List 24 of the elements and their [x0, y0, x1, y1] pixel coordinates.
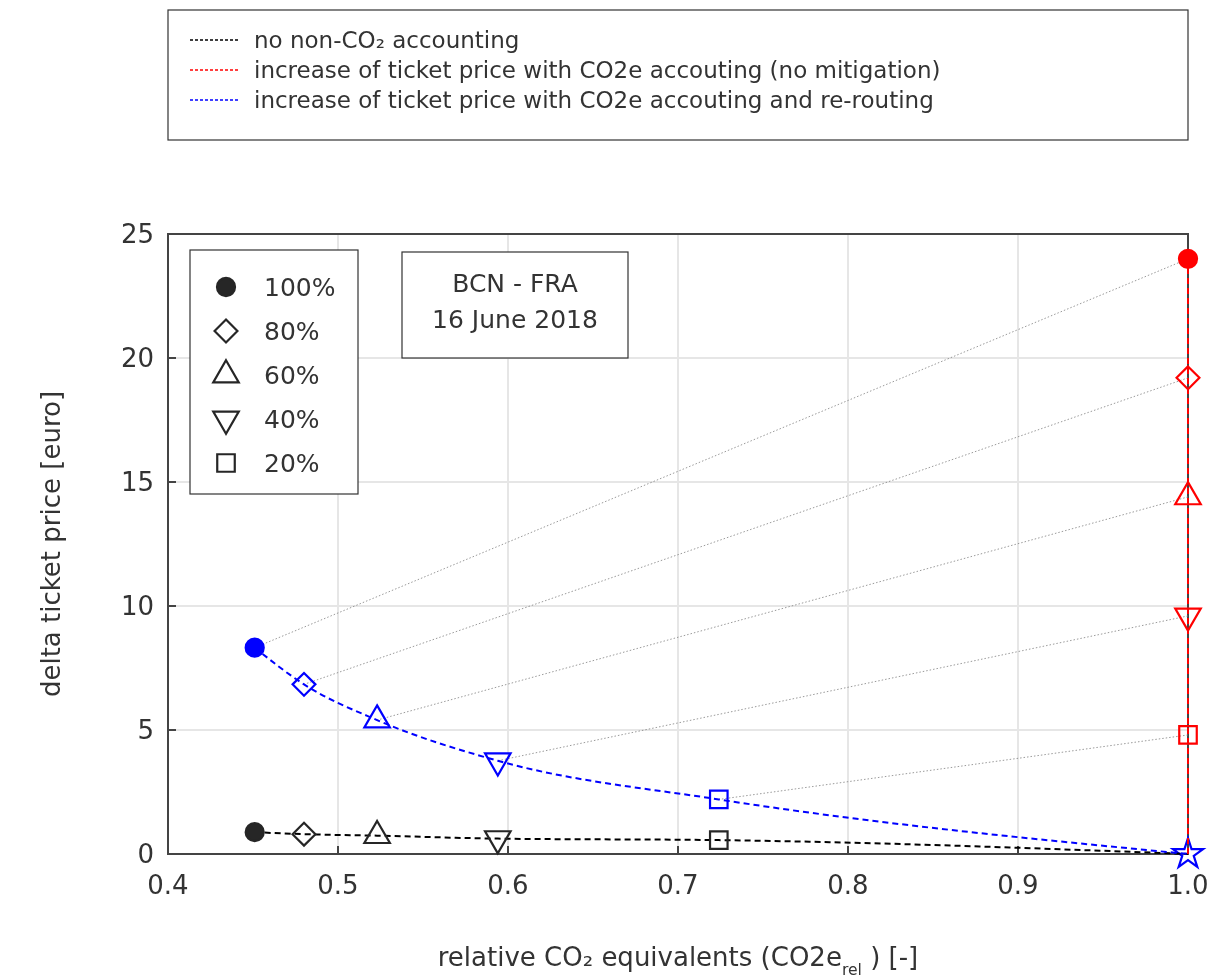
y-tick-label: 15 [120, 467, 154, 497]
legend-label: 20% [264, 449, 320, 478]
y-tick-label: 5 [137, 715, 154, 745]
x-tick-label: 0.4 [147, 870, 189, 900]
x-tick-label: 0.9 [997, 870, 1039, 900]
annotation: BCN - FRA 16 June 2018 [432, 269, 598, 334]
legend-label: 100% [264, 273, 336, 302]
legend-label: 80% [264, 317, 320, 346]
x-tick-label: 1.0 [1167, 870, 1209, 900]
y-axis-title: delta ticket price [euro] [36, 390, 66, 698]
x-tick-label: 0.5 [317, 870, 359, 900]
legend-label: 60% [264, 361, 320, 390]
x-tick-label: 0.6 [487, 870, 529, 900]
y-tick-label: 0 [137, 839, 154, 869]
legend-label: increase of ticket price with CO2e accouting and re-routing [254, 87, 934, 113]
y-tick-label: 20 [120, 343, 154, 373]
legend-label: 40% [264, 405, 320, 434]
legend-label: no non-CO₂ accounting [254, 27, 520, 53]
x-tick-label: 0.7 [657, 870, 699, 900]
legend-label: increase of ticket price with CO2e accouting (no mitigation) [254, 57, 941, 83]
y-tick-label: 10 [120, 591, 154, 621]
x-axis-title: relative CO₂ equivalents (CO2e$_{rel}$ ) [-] [437, 942, 919, 976]
x-tick-label: 0.8 [827, 870, 869, 900]
y-tick-label: 25 [120, 219, 154, 249]
